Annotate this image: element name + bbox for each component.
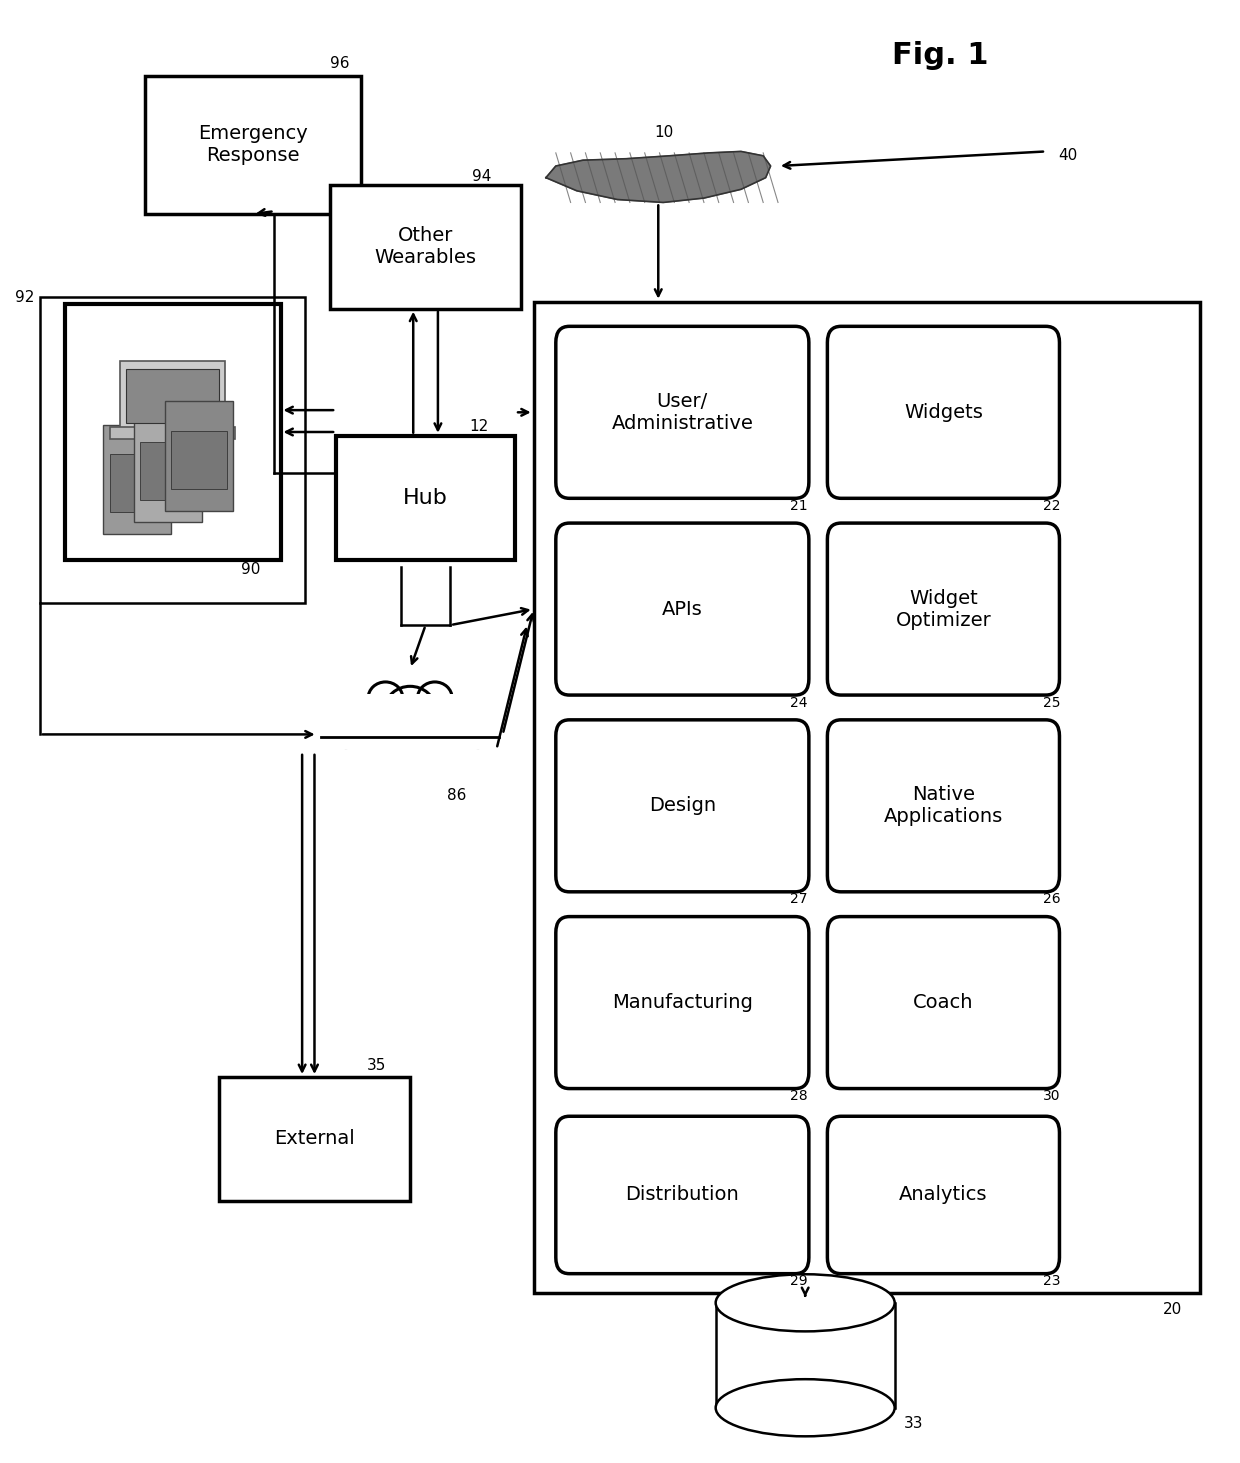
Text: Manufacturing: Manufacturing — [611, 993, 753, 1012]
Text: 29: 29 — [790, 1274, 808, 1289]
Text: 40: 40 — [1058, 148, 1078, 164]
Text: Design: Design — [649, 796, 715, 815]
Ellipse shape — [355, 702, 392, 737]
Text: Fig. 1: Fig. 1 — [892, 41, 988, 70]
FancyBboxPatch shape — [827, 720, 1059, 892]
Text: APIs: APIs — [662, 600, 703, 619]
Text: Analytics: Analytics — [899, 1185, 988, 1204]
Bar — [126, 369, 218, 423]
Bar — [109, 454, 165, 512]
Ellipse shape — [433, 702, 470, 737]
FancyBboxPatch shape — [827, 1116, 1059, 1274]
Text: External: External — [274, 1129, 355, 1148]
Text: Coach: Coach — [913, 993, 973, 1012]
Ellipse shape — [715, 1274, 895, 1331]
Text: 35: 35 — [367, 1058, 387, 1072]
Text: Hub: Hub — [403, 487, 448, 508]
Text: 12: 12 — [470, 420, 489, 435]
FancyBboxPatch shape — [827, 524, 1059, 695]
Ellipse shape — [418, 682, 453, 714]
Text: 26: 26 — [1043, 892, 1061, 907]
Bar — [140, 442, 196, 500]
Ellipse shape — [332, 721, 360, 748]
Text: 25: 25 — [1043, 696, 1061, 710]
FancyBboxPatch shape — [556, 720, 808, 892]
Text: 90: 90 — [241, 562, 260, 576]
Ellipse shape — [465, 721, 491, 748]
Text: 24: 24 — [790, 696, 807, 710]
Text: Distribution: Distribution — [625, 1185, 739, 1204]
Text: Native
Applications: Native Applications — [884, 786, 1003, 827]
FancyBboxPatch shape — [556, 524, 808, 695]
Text: 23: 23 — [1043, 1274, 1061, 1289]
Text: 27: 27 — [790, 892, 807, 907]
FancyBboxPatch shape — [556, 917, 808, 1088]
Bar — [110, 427, 234, 439]
FancyBboxPatch shape — [827, 326, 1059, 499]
Text: User/
Administrative: User/ Administrative — [611, 392, 753, 433]
Ellipse shape — [386, 686, 435, 730]
Bar — [40, 297, 305, 603]
Bar — [165, 401, 233, 511]
Text: 86: 86 — [448, 789, 466, 803]
Bar — [134, 413, 202, 522]
Text: 20: 20 — [1163, 1302, 1183, 1318]
Bar — [533, 301, 1200, 1293]
Bar — [64, 304, 280, 559]
Text: Emergency
Response: Emergency Response — [198, 124, 308, 165]
Text: 30: 30 — [1043, 1090, 1061, 1103]
Bar — [120, 361, 224, 430]
Bar — [103, 424, 171, 534]
FancyBboxPatch shape — [556, 326, 808, 499]
Text: 22: 22 — [1043, 499, 1061, 514]
FancyBboxPatch shape — [556, 1116, 808, 1274]
Bar — [336, 436, 515, 559]
Text: Widget
Optimizer: Widget Optimizer — [895, 588, 991, 629]
Text: Widgets: Widgets — [904, 402, 983, 421]
Bar — [330, 184, 521, 309]
Bar — [171, 430, 227, 489]
Bar — [317, 693, 502, 749]
Text: 33: 33 — [904, 1416, 924, 1431]
Bar — [145, 76, 361, 214]
Bar — [218, 1077, 410, 1201]
Bar — [715, 1304, 895, 1407]
Text: 92: 92 — [15, 290, 35, 304]
Ellipse shape — [715, 1380, 895, 1437]
Text: 10: 10 — [655, 124, 673, 140]
Text: 21: 21 — [790, 499, 808, 514]
FancyBboxPatch shape — [827, 917, 1059, 1088]
Text: 94: 94 — [472, 168, 491, 183]
Text: Other
Wearables: Other Wearables — [374, 227, 476, 268]
Text: 28: 28 — [790, 1090, 808, 1103]
Polygon shape — [546, 152, 770, 202]
Text: 96: 96 — [330, 57, 350, 72]
Ellipse shape — [368, 682, 403, 714]
